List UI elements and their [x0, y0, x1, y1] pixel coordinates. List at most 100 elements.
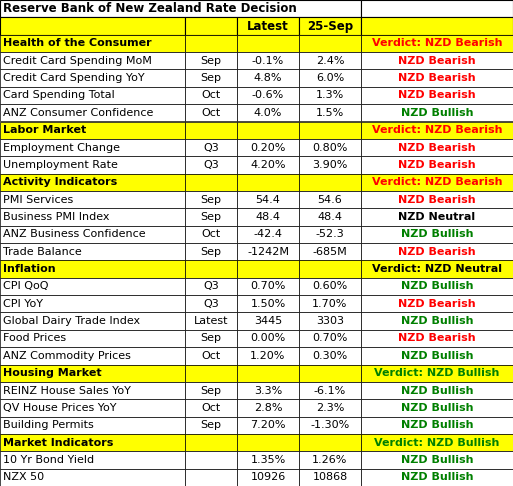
Text: -0.1%: -0.1% — [252, 56, 284, 66]
Bar — [185, 87, 237, 104]
Bar — [185, 156, 237, 174]
Text: Oct: Oct — [202, 229, 221, 239]
Text: Credit Card Spending MoM: Credit Card Spending MoM — [3, 56, 152, 66]
Bar — [361, 295, 513, 312]
Text: Sep: Sep — [201, 56, 222, 66]
Bar — [237, 312, 299, 330]
Bar — [185, 69, 237, 87]
Bar — [0, 52, 185, 69]
Text: -42.4: -42.4 — [253, 229, 283, 239]
Bar — [0, 87, 185, 104]
Bar — [185, 226, 237, 243]
Text: REINZ House Sales YoY: REINZ House Sales YoY — [3, 385, 131, 396]
Bar — [299, 364, 361, 382]
Text: Q3: Q3 — [203, 142, 219, 153]
Text: Labor Market: Labor Market — [3, 125, 86, 135]
Text: 0.20%: 0.20% — [250, 142, 286, 153]
Text: NZD Bearish: NZD Bearish — [398, 160, 476, 170]
Bar — [237, 417, 299, 434]
Bar — [361, 330, 513, 347]
Text: 48.4: 48.4 — [255, 212, 281, 222]
Bar — [0, 191, 185, 208]
Text: Sep: Sep — [201, 333, 222, 344]
Bar — [299, 52, 361, 69]
Bar — [0, 382, 185, 399]
Text: 25-Sep: 25-Sep — [307, 19, 353, 33]
Bar — [299, 35, 361, 52]
Text: -1242M: -1242M — [247, 247, 289, 257]
Text: Global Dairy Trade Index: Global Dairy Trade Index — [3, 316, 140, 326]
Bar — [185, 434, 237, 451]
Bar — [299, 69, 361, 87]
Text: Health of the Consumer: Health of the Consumer — [3, 38, 152, 49]
Text: Unemployment Rate: Unemployment Rate — [3, 160, 118, 170]
Text: Verdict: NZD Bearish: Verdict: NZD Bearish — [372, 38, 502, 49]
Bar — [0, 35, 185, 52]
Text: Sep: Sep — [201, 420, 222, 430]
Text: NZD Bullish: NZD Bullish — [401, 420, 473, 430]
Bar — [0, 226, 185, 243]
Bar — [237, 35, 299, 52]
Bar — [0, 139, 185, 156]
Text: 0.70%: 0.70% — [250, 281, 286, 292]
Text: NZD Bearish: NZD Bearish — [398, 333, 476, 344]
Text: 2.3%: 2.3% — [316, 403, 344, 413]
Text: 48.4: 48.4 — [318, 212, 343, 222]
Text: Q3: Q3 — [203, 281, 219, 292]
Text: Sep: Sep — [201, 385, 222, 396]
Bar — [361, 139, 513, 156]
Bar — [237, 139, 299, 156]
Text: 0.30%: 0.30% — [312, 351, 348, 361]
Text: Employment Change: Employment Change — [3, 142, 120, 153]
Text: Oct: Oct — [202, 108, 221, 118]
Text: 0.70%: 0.70% — [312, 333, 348, 344]
Text: 0.80%: 0.80% — [312, 142, 348, 153]
Bar — [237, 364, 299, 382]
Bar — [0, 208, 185, 226]
Bar — [361, 382, 513, 399]
Text: CPI YoY: CPI YoY — [3, 299, 43, 309]
Bar — [185, 330, 237, 347]
Bar — [237, 52, 299, 69]
Bar — [299, 156, 361, 174]
Text: 3.3%: 3.3% — [254, 385, 282, 396]
Text: Sep: Sep — [201, 73, 222, 83]
Bar — [299, 382, 361, 399]
Bar — [361, 35, 513, 52]
Bar — [299, 330, 361, 347]
Bar — [299, 122, 361, 139]
Bar — [361, 260, 513, 278]
Bar — [299, 417, 361, 434]
Bar — [0, 278, 185, 295]
Bar — [361, 417, 513, 434]
Bar — [185, 260, 237, 278]
Text: NZD Bullish: NZD Bullish — [401, 316, 473, 326]
Text: CPI QoQ: CPI QoQ — [3, 281, 49, 292]
Bar — [185, 122, 237, 139]
Bar — [237, 399, 299, 417]
Bar — [237, 156, 299, 174]
Bar — [361, 17, 513, 35]
Bar — [237, 191, 299, 208]
Bar — [299, 260, 361, 278]
Bar — [185, 364, 237, 382]
Text: ANZ Consumer Confidence: ANZ Consumer Confidence — [3, 108, 153, 118]
Bar — [361, 364, 513, 382]
Bar — [361, 226, 513, 243]
Text: Sep: Sep — [201, 194, 222, 205]
Bar — [237, 122, 299, 139]
Bar — [185, 17, 237, 35]
Bar — [237, 469, 299, 486]
Bar — [299, 104, 361, 122]
Text: 1.3%: 1.3% — [316, 90, 344, 101]
Bar — [299, 139, 361, 156]
Bar — [0, 364, 185, 382]
Text: 1.70%: 1.70% — [312, 299, 348, 309]
Text: 4.8%: 4.8% — [254, 73, 282, 83]
Text: 3445: 3445 — [254, 316, 282, 326]
Text: 0.00%: 0.00% — [250, 333, 286, 344]
Bar — [361, 122, 513, 139]
Bar — [185, 139, 237, 156]
Text: Trade Balance: Trade Balance — [3, 247, 82, 257]
Bar — [237, 347, 299, 364]
